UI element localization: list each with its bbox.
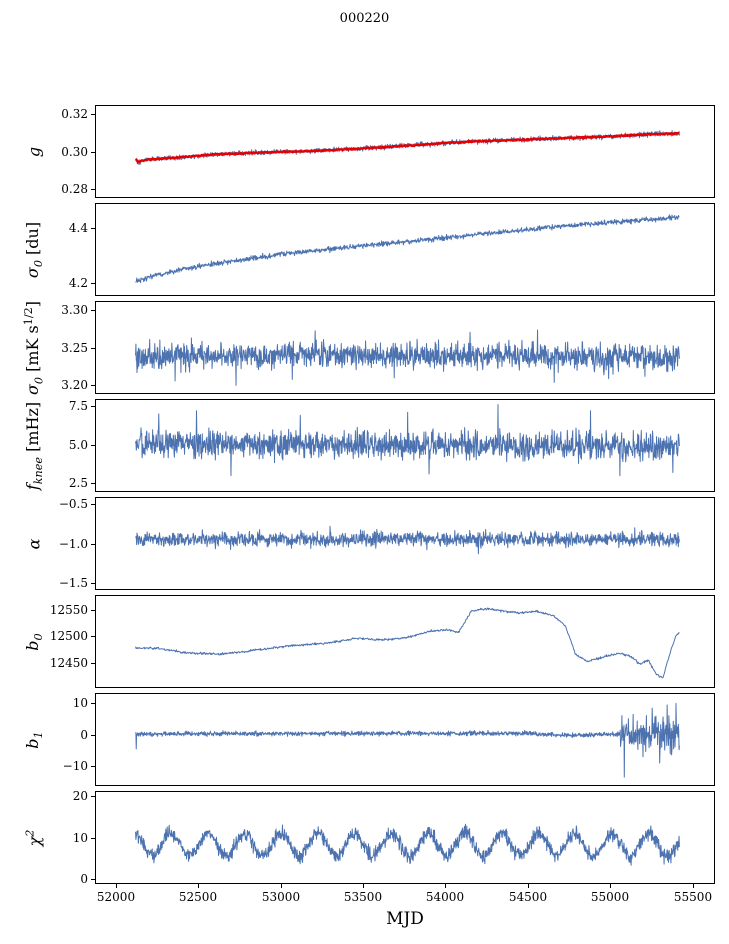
figure-title: 000220 (339, 11, 390, 26)
y-tick (91, 406, 95, 407)
y-tick-label: 3.25 (61, 341, 88, 355)
x-tick-label: 52500 (178, 890, 218, 904)
subplot-8: χ2 0 10 20 (0, 789, 729, 886)
y-tick-label: 3.30 (61, 303, 88, 317)
plot-area (95, 595, 715, 688)
line-chart-canvas (96, 400, 714, 491)
line-chart-canvas (96, 106, 714, 197)
y-tick-label: 4.4 (68, 221, 88, 235)
y-tick (91, 228, 95, 229)
y-tick (91, 504, 95, 505)
subplot-7: b1 −10 0 10 (0, 693, 729, 786)
y-tick-label: 0 (80, 872, 88, 886)
line-chart-canvas (96, 302, 714, 393)
x-tick-label: 54000 (425, 890, 465, 904)
x-axis: MJD 52000 52500 53000 53500 54000 54500 55000 5… (0, 884, 729, 944)
y-tick-label: 10 (72, 831, 88, 845)
y-tick (91, 735, 95, 736)
y-tick-label: 0.28 (61, 182, 88, 196)
y-tick-label: 0.32 (61, 107, 88, 121)
line-chart-canvas (96, 792, 714, 883)
subplot-2: σ0 [du] 4.2 4.4 (0, 203, 729, 296)
subplot-4: fknee [mHz] 2.5 5.0 7.5 (0, 399, 729, 492)
y-tick (91, 152, 95, 153)
y-tick (91, 483, 95, 484)
y-tick (91, 796, 95, 797)
y-tick (91, 114, 95, 115)
y-tick (91, 610, 95, 611)
x-tick (116, 884, 117, 888)
y-tick-label: −1.5 (58, 576, 88, 590)
y-tick (91, 385, 95, 386)
y-tick-label: −0.5 (58, 497, 88, 511)
x-tick (281, 884, 282, 888)
line-chart-canvas (96, 694, 714, 785)
x-axis-label: MJD (386, 909, 424, 929)
y-tick-label: 0.30 (61, 145, 88, 159)
y-tick (91, 703, 95, 704)
x-tick-label: 55500 (673, 890, 713, 904)
y-tick-label: −1.0 (58, 537, 88, 551)
y-tick (91, 663, 95, 664)
y-tick-label: 12450 (49, 656, 88, 670)
subplot-stack: g 0.28 0.30 0.32 σ0 [du] 4.2 4.4 σ0 [mK s1/2] 3.… (0, 105, 729, 889)
plot-area (95, 693, 715, 786)
subplot-3: σ0 [mK s1/2] 3.20 3.25 3.30 (0, 300, 729, 395)
subplot-5: α −1.5 −1.0 −0.5 (0, 497, 729, 590)
x-tick (445, 884, 446, 888)
y-tick (91, 310, 95, 311)
y-tick (91, 838, 95, 839)
subplot-6: b0 12450 12500 12550 (0, 595, 729, 688)
y-tick-label: −10 (62, 759, 88, 773)
y-tick-label: 4.2 (68, 276, 88, 290)
line-chart-canvas (96, 498, 714, 589)
y-tick (91, 189, 95, 190)
plot-area (95, 105, 715, 198)
y-tick-label: 12550 (49, 603, 88, 617)
y-tick-label: 12500 (49, 629, 88, 643)
y-tick-label: 5.0 (68, 438, 88, 452)
plot-area (95, 203, 715, 296)
y-tick (91, 879, 95, 880)
x-tick-label: 53000 (261, 890, 301, 904)
line-chart-canvas (96, 204, 714, 295)
y-tick (91, 636, 95, 637)
y-tick (91, 766, 95, 767)
x-tick (198, 884, 199, 888)
plot-area (95, 301, 715, 394)
y-tick-label: 3.20 (61, 378, 88, 392)
x-tick (363, 884, 364, 888)
x-tick-label: 52000 (96, 890, 136, 904)
subplot-1: g 0.28 0.30 0.32 (0, 105, 729, 198)
plot-area (95, 399, 715, 492)
y-tick (91, 283, 95, 284)
x-tick (528, 884, 529, 888)
x-tick (693, 884, 694, 888)
x-tick-label: 54500 (508, 890, 548, 904)
plot-area (95, 497, 715, 590)
y-tick-label: 7.5 (68, 399, 88, 413)
y-tick (91, 445, 95, 446)
y-tick (91, 583, 95, 584)
y-tick (91, 348, 95, 349)
x-tick-label: 55000 (590, 890, 630, 904)
x-tick (610, 884, 611, 888)
line-chart-canvas (96, 596, 714, 687)
y-tick-label: 20 (72, 789, 88, 803)
y-tick-label: 0 (80, 728, 88, 742)
y-tick-label: 10 (72, 696, 88, 710)
y-tick (91, 544, 95, 545)
x-tick-label: 53500 (343, 890, 383, 904)
y-tick-label: 2.5 (68, 476, 88, 490)
plot-area (95, 791, 715, 884)
